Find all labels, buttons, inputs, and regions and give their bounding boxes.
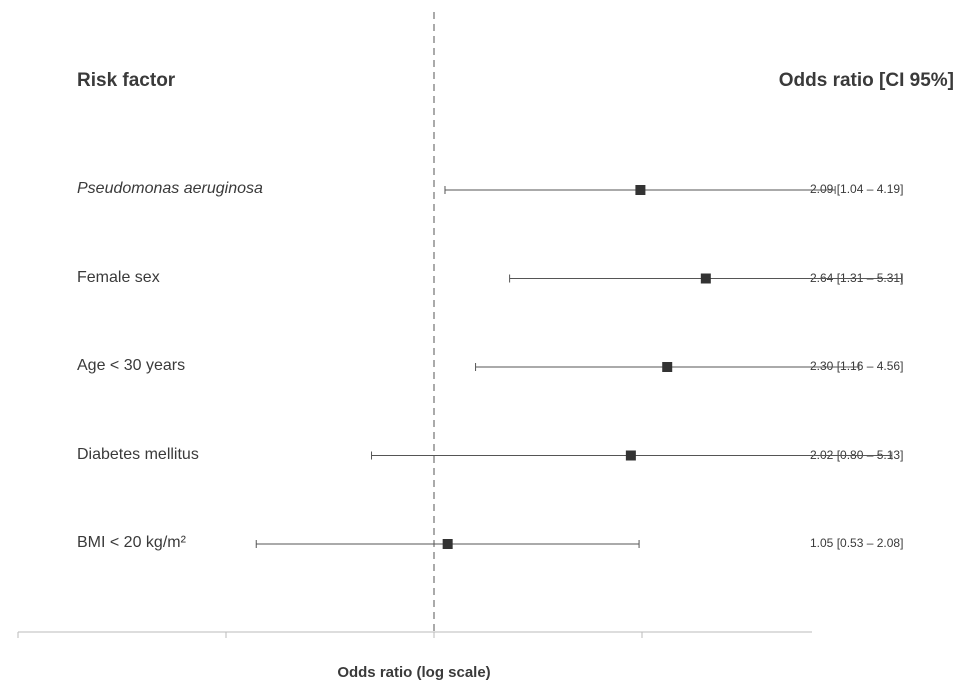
row-label: BMI < 20 kg/m²: [77, 534, 186, 551]
row-label: Pseudomonas aeruginosa: [77, 180, 263, 197]
point-estimate-marker: [635, 185, 646, 195]
point-estimate-marker: [625, 450, 636, 461]
point-estimate-marker: [442, 539, 453, 549]
point-estimate-marker: [700, 273, 711, 284]
odds-ratio-value: 2.64 [1.31 – 5.31]: [810, 270, 904, 285]
odds-ratio-value: 2.02 [0.80 – 5.13]: [810, 447, 904, 462]
odds-ratio-value: 2.09 [1.04 – 4.19]: [810, 182, 904, 196]
odds-ratio-value: 1.05 [0.53 – 2.08]: [810, 536, 904, 550]
row-label: Age < 30 years: [77, 357, 186, 374]
odds-ratio-header: Odds ratio [CI 95%]: [778, 70, 954, 91]
row-label: Diabetes mellitus: [77, 445, 199, 463]
point-estimate-marker: [662, 362, 673, 372]
x-axis-label: Odds ratio (log scale): [337, 664, 491, 681]
row-label: Female sex: [77, 268, 160, 286]
risk-factor-header: Risk factor: [77, 70, 176, 91]
odds-ratio-value: 2.30 [1.16 – 4.56]: [810, 359, 904, 373]
